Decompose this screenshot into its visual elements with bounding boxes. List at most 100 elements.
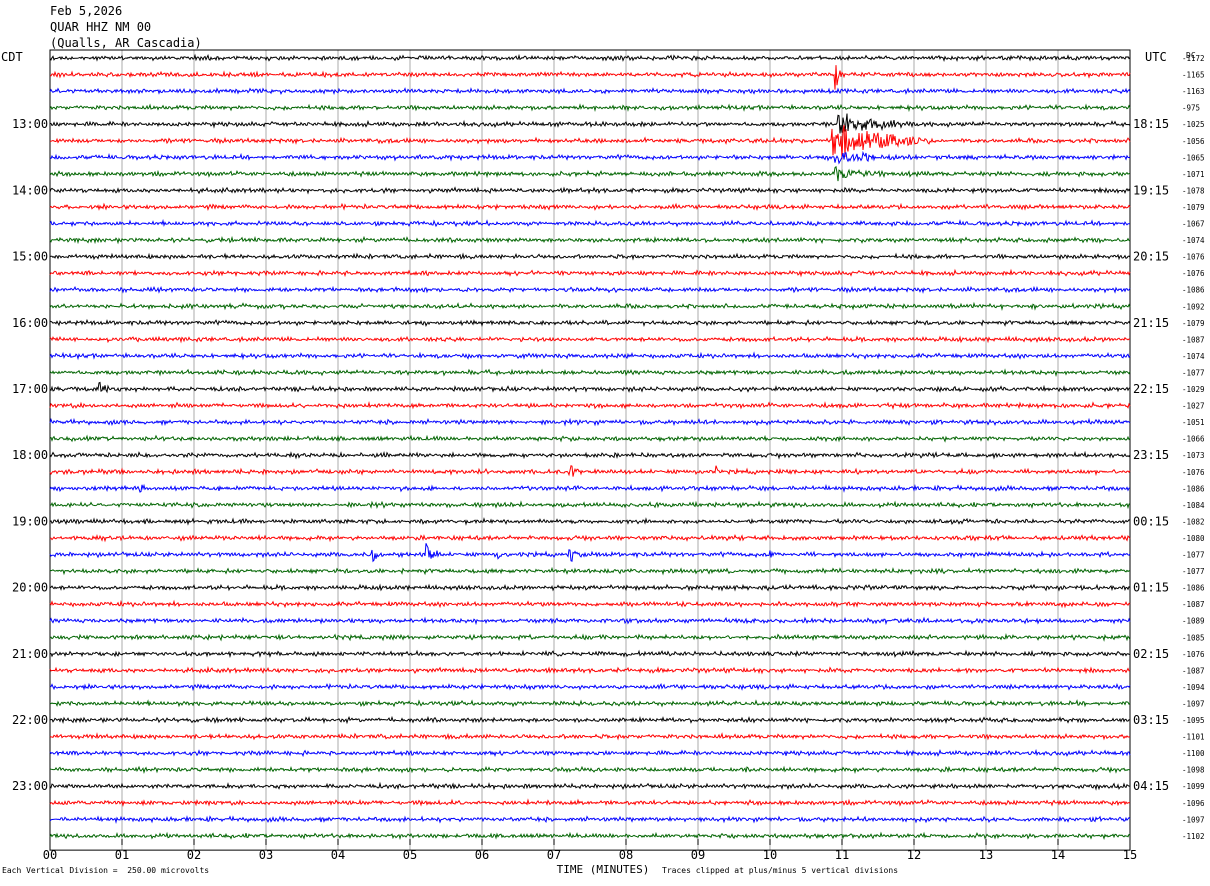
dc-offset-value: -1065 (1182, 153, 1205, 162)
dc-offset-value: -1074 (1182, 352, 1205, 361)
location-label: (Qualls, AR Cascadia) (50, 36, 202, 50)
cdt-time-label: 20:00 (12, 581, 48, 595)
dc-offset-value: -1086 (1182, 484, 1205, 493)
seismic-trace-green (49, 368, 1131, 377)
seismic-trace-blue (49, 815, 1131, 824)
seismic-trace-blue (49, 218, 1131, 228)
seismic-trace-red (49, 798, 1131, 807)
cdt-time-label: 22:00 (12, 713, 48, 727)
seismic-trace-black (49, 715, 1131, 725)
x-tick-label: 05 (403, 848, 417, 862)
dc-offset-value: -1087 (1182, 600, 1205, 609)
dc-offset-value: -1096 (1182, 799, 1205, 808)
utc-time-label: 03:15 (1133, 713, 1169, 727)
cdt-time-label: 13:00 (12, 117, 48, 131)
x-tick-label: 03 (259, 848, 273, 862)
dc-offset-value: -1084 (1182, 501, 1205, 510)
dc-offset-value: -1077 (1182, 551, 1205, 560)
seismic-trace-green (49, 765, 1131, 775)
seismic-trace-black (49, 113, 1131, 134)
x-tick-label: 00 (43, 848, 57, 862)
seismic-trace-green (49, 165, 1130, 182)
seismic-trace-red (49, 401, 1131, 410)
dc-offset-value: -1101 (1182, 733, 1205, 742)
seismic-trace-red (49, 599, 1131, 609)
dc-offset-value: -1080 (1182, 534, 1205, 543)
dc-offset-value: -1051 (1182, 418, 1205, 427)
dc-offset-value: -1097 (1182, 699, 1205, 708)
seismic-trace-blue (49, 543, 1131, 563)
cdt-time-label: 21:00 (12, 647, 48, 661)
x-tick-label: 09 (691, 848, 705, 862)
utc-time-label: 20:15 (1133, 250, 1169, 264)
x-tick-label: 08 (619, 848, 633, 862)
x-tick-label: 04 (331, 848, 345, 862)
cdt-time-label: 15:00 (12, 250, 48, 264)
dc-offset-value: -1086 (1182, 584, 1205, 593)
utc-time-label: 02:15 (1133, 647, 1169, 661)
dc-offset-value: -1067 (1182, 220, 1205, 229)
cdt-axis-label: CDT (1, 50, 23, 64)
seismic-trace-blue (49, 351, 1131, 361)
seismic-trace-red (49, 268, 1131, 278)
dc-offset-value: -1089 (1182, 617, 1205, 626)
seismic-trace-black (49, 781, 1130, 791)
x-tick-label: 13 (979, 848, 993, 862)
seismic-trace-blue (49, 483, 1131, 493)
dc-offset-value: -1078 (1182, 186, 1205, 195)
dc-offset-value: -1076 (1182, 253, 1205, 262)
dc-offset-value: -1076 (1182, 650, 1205, 659)
x-tick-label: 01 (115, 848, 129, 862)
seismic-trace-red (49, 124, 1131, 159)
seismic-trace-red (49, 533, 1131, 543)
utc-time-label: 22:15 (1133, 382, 1169, 396)
x-tick-label: 07 (547, 848, 561, 862)
utc-time-label: 00:15 (1133, 514, 1169, 528)
date-label: Feb 5,2026 (50, 4, 123, 18)
dc-offset-value: -1165 (1182, 71, 1205, 80)
seismic-trace-green (49, 699, 1131, 708)
dc-offset-value: -1079 (1182, 319, 1205, 328)
x-tick-label: 12 (907, 848, 921, 862)
plot-header: Feb 5,2026 QUAR HHZ NM 00 (Qualls, AR Ca… (50, 3, 202, 51)
seismic-trace-blue (49, 417, 1131, 427)
dc-offset-value: -1087 (1182, 335, 1205, 344)
seismic-trace-green (49, 566, 1131, 576)
cdt-time-label: 17:00 (12, 382, 48, 396)
utc-time-label: 18:15 (1133, 117, 1169, 131)
seismic-trace-green (49, 235, 1131, 245)
utc-time-label: 04:15 (1133, 779, 1169, 793)
seismic-trace-blue (49, 682, 1131, 692)
dc-offset-value: -975 (1182, 104, 1200, 113)
dc-offset-value: -1077 (1182, 368, 1205, 377)
utc-time-label: 21:15 (1133, 316, 1169, 330)
cdt-time-label: 16:00 (12, 316, 48, 330)
seismic-trace-black (49, 381, 1131, 394)
seismic-trace-blue (49, 87, 1131, 96)
seismic-trace-red (49, 665, 1131, 675)
dc-offset-value: -1100 (1182, 749, 1205, 758)
cdt-time-label: 23:00 (12, 779, 48, 793)
utc-time-label: 23:15 (1133, 448, 1169, 462)
dc-offset-value: -1066 (1182, 435, 1205, 444)
seismic-trace-black (49, 53, 1131, 63)
dc-offset-value: -1076 (1182, 468, 1205, 477)
seismic-trace-black (49, 517, 1131, 526)
dc-offset-value: -1027 (1182, 402, 1205, 411)
x-axis-title: TIME (MINUTES) (557, 863, 650, 876)
dc-offset-value: -1098 (1182, 766, 1205, 775)
scale-note: Each Vertical Division = 250.00 microvol… (2, 866, 210, 875)
dc-offset-value: -1094 (1182, 683, 1205, 692)
dc-offset-value: -1092 (1182, 302, 1205, 311)
dc-offset-value: -1095 (1182, 716, 1205, 725)
dc-offset-value: -1029 (1182, 385, 1205, 394)
seismic-trace-green (49, 103, 1131, 113)
x-tick-label: 02 (187, 848, 201, 862)
dc-offset-value: -1102 (1182, 832, 1205, 841)
utc-time-label: 19:15 (1133, 183, 1169, 197)
station-label: QUAR HHZ NM 00 (50, 20, 152, 34)
seismic-trace-green (49, 831, 1131, 841)
seismic-trace-red (49, 65, 1131, 90)
seismic-trace-black (49, 186, 1131, 195)
dc-offset-value: -1079 (1182, 203, 1205, 212)
